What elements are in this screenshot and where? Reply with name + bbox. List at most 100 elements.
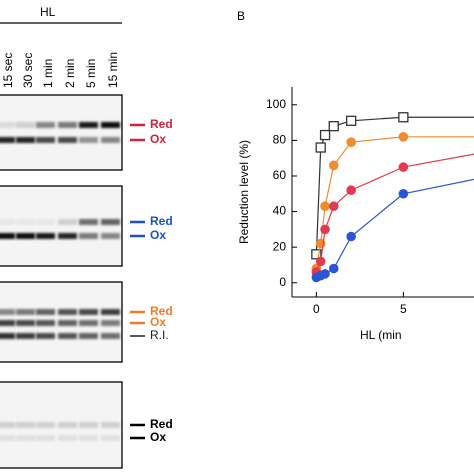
lane-label: 2 min	[63, 59, 77, 88]
blot	[0, 94, 123, 171]
band	[58, 333, 77, 339]
band	[79, 309, 98, 315]
band	[58, 422, 77, 428]
marker	[328, 201, 339, 212]
band-label: Red	[150, 117, 173, 131]
band	[58, 219, 77, 225]
band	[79, 137, 98, 143]
marker	[346, 137, 356, 147]
band	[58, 233, 77, 239]
band	[79, 422, 98, 428]
band	[16, 122, 35, 128]
band-label: R.I.	[150, 328, 169, 342]
band	[79, 333, 98, 339]
band	[0, 233, 15, 239]
band	[36, 422, 55, 428]
band	[0, 137, 15, 143]
band-label: Ox	[150, 430, 166, 444]
band	[16, 422, 35, 428]
band	[58, 435, 77, 441]
band	[16, 309, 35, 315]
band	[16, 233, 35, 239]
marker	[320, 201, 330, 212]
x-tick-label: 5	[400, 302, 407, 316]
band	[79, 219, 98, 225]
band	[0, 320, 15, 326]
blot	[0, 185, 123, 267]
y-tick-label: 80	[273, 133, 287, 147]
band	[0, 219, 15, 225]
marker	[315, 256, 326, 267]
band	[0, 422, 15, 428]
marker	[320, 224, 330, 235]
marker	[319, 129, 331, 141]
marker	[346, 115, 357, 126]
band	[101, 309, 120, 315]
band	[58, 320, 77, 326]
band	[101, 422, 120, 428]
y-tick-label: 60	[273, 168, 287, 182]
band	[101, 137, 120, 143]
lane-label: 15 min	[106, 52, 120, 88]
band	[79, 233, 98, 239]
y-axis-label: Reduction level (%)	[237, 140, 251, 244]
y-tick-label: 40	[273, 204, 287, 218]
marker	[398, 162, 409, 172]
band	[101, 320, 120, 326]
y-tick-label: 20	[273, 239, 287, 253]
marker	[346, 185, 356, 196]
series-line	[315, 136, 474, 269]
marker	[311, 249, 322, 260]
band	[0, 333, 15, 339]
band	[101, 233, 120, 239]
band	[16, 435, 35, 441]
band	[101, 219, 120, 225]
band-label: Ox	[150, 315, 166, 329]
lane-label: 15 sec	[1, 53, 15, 88]
marker	[328, 160, 339, 171]
band	[58, 309, 77, 315]
panel-label: B	[237, 9, 245, 23]
band	[0, 309, 15, 315]
band-label: Ox	[150, 228, 166, 242]
series-line	[316, 178, 474, 278]
band	[16, 137, 35, 143]
band	[79, 435, 98, 441]
x-tick-label: 0	[313, 302, 320, 316]
band	[16, 219, 35, 225]
marker	[398, 188, 409, 199]
band	[58, 137, 77, 143]
band	[16, 320, 35, 326]
band	[101, 122, 120, 128]
marker	[398, 112, 409, 123]
x-axis-label: HL (min	[360, 328, 402, 342]
band	[36, 320, 55, 326]
band-label: Red	[150, 304, 173, 318]
band	[36, 137, 55, 143]
band	[36, 233, 55, 239]
marker	[398, 132, 409, 142]
band	[0, 122, 15, 128]
band	[36, 333, 55, 339]
marker	[320, 269, 330, 279]
marker	[346, 231, 356, 242]
hl-label: HL	[40, 5, 56, 19]
band	[16, 333, 35, 339]
band	[36, 309, 55, 315]
band	[101, 435, 120, 441]
band	[36, 219, 55, 225]
band-label: Ox	[150, 132, 166, 146]
marker	[328, 263, 339, 274]
lane-label: 30 sec	[21, 53, 35, 88]
lane-label: 1 min	[41, 59, 55, 88]
lane-label: 5 min	[84, 59, 98, 88]
band	[101, 333, 120, 339]
band	[79, 122, 98, 128]
band-label: Red	[150, 214, 173, 228]
y-tick-label: 0	[279, 275, 286, 289]
band	[79, 320, 98, 326]
series-line	[315, 153, 474, 273]
band-label: Red	[150, 417, 173, 431]
marker	[328, 121, 339, 132]
